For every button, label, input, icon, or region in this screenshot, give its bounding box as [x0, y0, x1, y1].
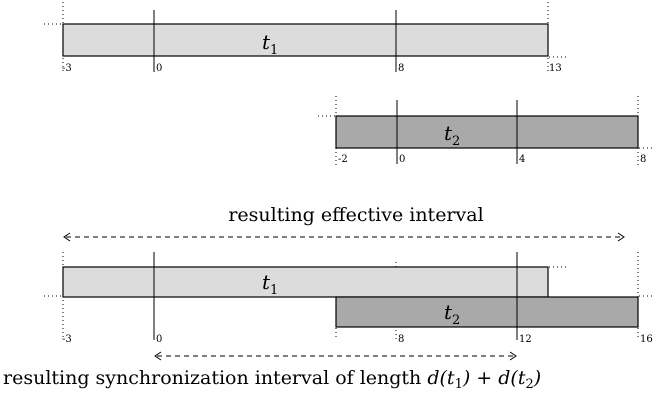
t1-tick-label: 8: [398, 63, 404, 74]
effective-interval-label: resulting effective interval: [228, 204, 483, 226]
t1-bar: [62, 23, 549, 57]
t1-label: t1: [262, 30, 278, 58]
combined-t2-bar: [335, 296, 639, 328]
combined-diagram: t1 t2 -3 0 8 12 16: [44, 252, 655, 345]
combined-tick-label: 16: [640, 334, 653, 345]
t1-tick-label: 0: [156, 63, 162, 74]
task-t2-diagram: t2 -2 0 4 8: [318, 96, 655, 166]
t1-tick-label: 13: [549, 63, 562, 74]
sync-interval-arrow: [154, 351, 517, 361]
combined-tick-label: 0: [156, 334, 162, 345]
t2-tick-label: 8: [640, 154, 646, 165]
t2-tick-label: 0: [399, 154, 405, 165]
t2-tick-label: -2: [338, 154, 348, 165]
t2-bar: [335, 115, 639, 149]
combined-t1-label: t1: [262, 270, 278, 298]
t2-label: t2: [444, 121, 460, 149]
combined-tick-label: -3: [62, 334, 72, 345]
task-t1-diagram: t1 -3 0 8 13: [44, 2, 566, 74]
combined-tick-label: 12: [519, 334, 532, 345]
effective-interval-arrow: [63, 232, 625, 242]
t2-tick-label: 4: [519, 154, 525, 165]
combined-t1-bar: [62, 266, 549, 298]
sync-interval-label: resulting synchronization interval of le…: [3, 367, 541, 392]
combined-tick-label: 8: [398, 334, 404, 345]
combined-t2-label: t2: [444, 300, 460, 328]
t1-tick-label: -3: [62, 63, 72, 74]
